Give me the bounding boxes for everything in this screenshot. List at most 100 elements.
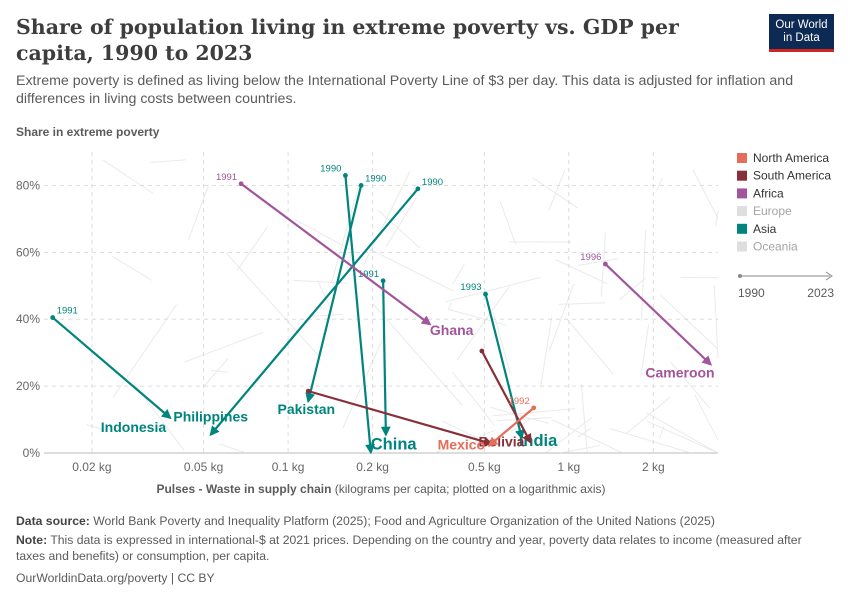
series-label: Ghana <box>430 322 474 338</box>
legend-item-label: Asia <box>753 222 777 236</box>
background-trajectory <box>555 259 608 285</box>
background-trajectory <box>560 445 600 454</box>
timeline-end-arrow <box>825 271 833 281</box>
series-start-year: 1990 <box>320 163 341 174</box>
series-start-point <box>415 186 421 192</box>
y-tick-label: 40% <box>16 312 40 326</box>
data-source-label: Data source: <box>16 514 90 528</box>
chart-note: Note: This data is expressed in internat… <box>16 532 831 564</box>
background-trajectory <box>646 420 719 454</box>
background-trajectory <box>551 418 624 454</box>
background-trajectory <box>548 283 575 352</box>
series-start-year: 1992 <box>509 396 530 407</box>
background-trajectory <box>330 188 359 284</box>
series-arrow <box>305 185 363 404</box>
background-trajectories <box>86 159 719 454</box>
background-trajectory <box>210 369 229 373</box>
series-arrow <box>240 182 432 326</box>
background-trajectory <box>670 362 711 409</box>
background-trajectory <box>540 316 553 388</box>
chart-title: Share of population living in extreme po… <box>16 15 679 65</box>
background-trajectory <box>219 443 247 454</box>
series-start-year: 1996 <box>580 252 601 263</box>
series-pakistan: 1990 Pakistan <box>277 173 386 417</box>
legend-item-label: North America <box>753 151 829 165</box>
series-arrow <box>487 407 535 447</box>
series-label: Cameroon <box>645 364 714 380</box>
series-label: Indonesia <box>101 419 167 435</box>
background-trajectory <box>577 428 592 438</box>
background-trajectory <box>184 331 264 363</box>
data-source-text: World Bank Poverty and Inequality Platfo… <box>89 514 715 528</box>
background-trajectory <box>625 396 671 435</box>
background-trajectory <box>646 412 719 454</box>
background-trajectory <box>578 258 619 266</box>
background-trajectory <box>102 159 154 194</box>
note-text: This data is expressed in international-… <box>16 533 802 563</box>
y-axis-title: Share in extreme poverty <box>16 125 160 139</box>
background-trajectory <box>660 294 719 350</box>
x-tick-label: 0.1 kg <box>272 460 305 474</box>
y-tick-label: 0% <box>23 446 41 460</box>
x-tick-label: 0.05 kg <box>184 460 223 474</box>
background-trajectory <box>150 159 186 163</box>
background-trajectory <box>294 218 359 254</box>
series-start-year: 1991 <box>358 269 379 280</box>
legend-swatch <box>737 153 747 163</box>
background-trajectory <box>497 416 552 422</box>
background-trajectory <box>448 308 507 326</box>
x-tick-label: 0.2 kg <box>356 460 389 474</box>
background-trajectory <box>86 423 105 431</box>
credit-link[interactable]: OurWorldinData.org/poverty | CC BY <box>16 571 215 585</box>
legend-item-label: Africa <box>753 186 784 200</box>
series-mexico: 1992 Mexico <box>438 396 537 453</box>
background-trajectory <box>441 420 476 438</box>
background-trajectory <box>112 255 152 281</box>
timeline-start-label: 1990 <box>738 286 765 300</box>
series-start-point <box>531 405 537 411</box>
series-start-year: 1990 <box>422 177 443 188</box>
background-trajectory <box>202 358 229 388</box>
series-start-point <box>479 348 485 354</box>
background-trajectory <box>452 371 496 426</box>
series-start-year: 1991 <box>216 172 237 183</box>
legend-item-label: Oceania <box>753 240 798 254</box>
series-start-point <box>380 278 386 284</box>
series-start-point <box>483 291 488 297</box>
series-start-point <box>602 261 608 267</box>
background-trajectory <box>694 394 719 441</box>
y-tick-label: 60% <box>16 245 40 259</box>
series-start-year: 1990 <box>365 173 386 184</box>
legend-swatch <box>737 206 747 217</box>
series-label: India <box>519 432 558 450</box>
series-label: Philippines <box>173 409 248 425</box>
background-trajectory <box>112 304 178 398</box>
timeline-start-handle <box>738 274 742 278</box>
series-start-year: 1991 <box>57 306 78 317</box>
x-axis-title: Pulses - Waste in supply chain (kilogram… <box>156 482 605 496</box>
background-trajectory <box>493 312 511 374</box>
background-trajectory <box>715 211 719 227</box>
background-trajectory <box>187 184 210 241</box>
note-label: Note: <box>16 533 48 547</box>
background-trajectory <box>499 201 517 245</box>
legend-item-label: South America <box>753 169 831 183</box>
background-trajectory <box>548 169 566 211</box>
series-start-point <box>343 173 348 178</box>
background-trajectory <box>236 226 268 272</box>
background-trajectory <box>692 169 719 219</box>
legend-swatch <box>737 170 747 181</box>
series-start-point <box>358 183 364 188</box>
series-start-point <box>50 315 56 320</box>
x-axis-title-rest: (kilograms per capita; plotted on a loga… <box>331 482 605 496</box>
series-arrow <box>307 390 494 447</box>
background-trajectory <box>713 284 719 359</box>
series-cameroon: 1996 Cameroon <box>580 252 714 380</box>
background-trajectory <box>447 301 453 311</box>
background-trajectory <box>372 303 463 406</box>
y-tick-label: 80% <box>16 178 40 192</box>
owid-logo[interactable]: Our World in Data <box>769 14 834 52</box>
timeline-end-label: 2023 <box>807 286 834 300</box>
legend-swatch <box>737 241 747 252</box>
